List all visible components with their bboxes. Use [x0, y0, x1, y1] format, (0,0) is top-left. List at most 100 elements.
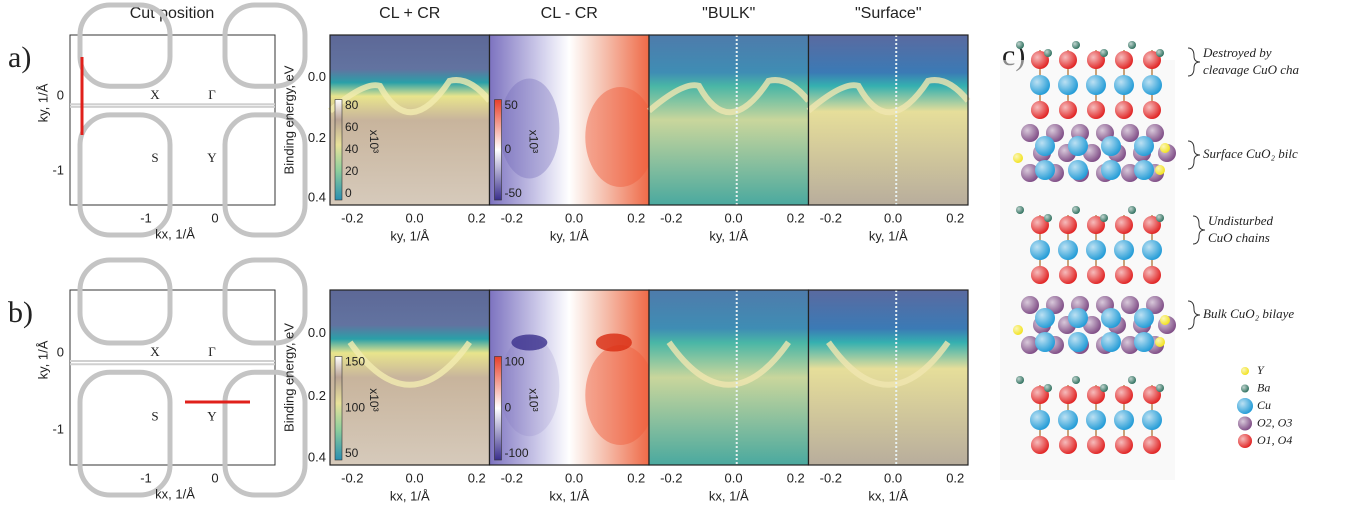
atom-shine [1044, 214, 1052, 222]
x-axis-label: kx, 1/Å [549, 488, 589, 503]
annotation: Surface CuO₂ bilc [1203, 146, 1298, 161]
x-axis-label: ky, 1/Å [709, 228, 748, 243]
atom-shine [1031, 436, 1049, 454]
atom-shine [1101, 136, 1121, 156]
atom-shine [1115, 101, 1133, 119]
legend-label: O2, O3 [1257, 415, 1292, 429]
atom-shine [1059, 101, 1077, 119]
atom-shine [1030, 410, 1050, 430]
atom-shine [1021, 336, 1039, 354]
atom-shine [1059, 51, 1077, 69]
y-tick-label: -1 [52, 162, 64, 177]
atom-shine [1101, 160, 1121, 180]
atom-shine [1241, 367, 1249, 375]
spectrum-image [808, 35, 968, 205]
atom-shine [1086, 410, 1106, 430]
x-axis-label: kx, 1/Å [155, 486, 195, 501]
atom-shine [1031, 101, 1049, 119]
x-tick-label: 0.0 [884, 470, 902, 485]
atom-shine [1021, 296, 1039, 314]
atom-shine [1121, 124, 1139, 142]
atom-shine [1044, 49, 1052, 57]
panel-label: b) [8, 296, 33, 329]
colorbar-tick-label: 0 [505, 400, 512, 414]
x-tick-label: 0.0 [405, 470, 423, 485]
atom-shine [1031, 216, 1049, 234]
colorbar-tick-label: 40 [345, 142, 359, 156]
legend-label: O1, O4 [1257, 433, 1292, 447]
annotation: CuO chains [1208, 230, 1270, 245]
x-tick-label: 0.0 [405, 210, 423, 225]
fermi-title: Cut position [130, 5, 215, 22]
y-tick-label: 0.0 [308, 325, 326, 340]
atom-shine [1058, 240, 1078, 260]
atom-shine [1072, 41, 1080, 49]
colorbar-tick-label: 100 [505, 355, 525, 369]
atom-shine [1068, 160, 1088, 180]
spectrum-image [489, 35, 649, 205]
atom-shine [1115, 436, 1133, 454]
atom-shine [1146, 124, 1164, 142]
x-tick-label: -0.2 [501, 470, 523, 485]
x-tick-label: 0.2 [627, 210, 645, 225]
y-axis-label: ky, 1/Å [35, 83, 50, 122]
colorbar [494, 356, 502, 461]
x-tick-label: -0.2 [820, 470, 842, 485]
y-tick-label: -1 [52, 421, 64, 436]
colorbar [334, 356, 343, 461]
x-tick-label: 0.0 [565, 210, 583, 225]
x-tick-label: 0.0 [884, 210, 902, 225]
atom-shine [1030, 75, 1050, 95]
atom-shine [1044, 384, 1052, 392]
x-axis-label: ky, 1/Å [550, 228, 589, 243]
atom-shine [1155, 337, 1165, 347]
symmetry-point: S [151, 150, 158, 165]
atom-shine [1013, 153, 1023, 163]
y-axis-label: Binding energy, eV [281, 323, 296, 432]
dispersion [666, 340, 791, 388]
atom-shine [1241, 384, 1249, 393]
x-axis-label: kx, 1/Å [709, 488, 749, 503]
x-tick-label: 0.0 [565, 470, 583, 485]
symmetry-point: Y [207, 150, 217, 165]
fermi-contour [222, 369, 308, 498]
atom-shine [1128, 376, 1136, 384]
atom-shine [1142, 410, 1162, 430]
atom-shine [1016, 41, 1024, 49]
x-tick-label: 0.2 [787, 470, 805, 485]
symmetry-point: Γ [208, 344, 216, 359]
brace [1187, 47, 1201, 77]
atom-shine [1121, 296, 1139, 314]
atom-shine [1134, 308, 1154, 328]
fermi-contour [222, 257, 308, 346]
atom-shine [1128, 206, 1136, 214]
colorbar-tick-label: 80 [345, 98, 359, 112]
fermi-contour [222, 2, 308, 89]
atom-shine [1101, 308, 1121, 328]
atom-shine [1059, 436, 1077, 454]
diff-lobe [585, 345, 656, 445]
atom-shine [1016, 206, 1024, 214]
colorbar-tick-label: 50 [345, 446, 359, 460]
fermi-contour [77, 112, 173, 238]
x-tick-label: 0.0 [724, 210, 742, 225]
brace [1187, 140, 1201, 170]
y-tick-label: 0.2 [308, 388, 326, 403]
atom-shine [1068, 308, 1088, 328]
atom-shine [1086, 240, 1106, 260]
spectrum-frame [807, 289, 969, 466]
x-axis-label: kx, 1/Å [868, 488, 908, 503]
colorbar-tick-label: 20 [345, 164, 359, 178]
atom-shine [1134, 136, 1154, 156]
atom-shine [1115, 386, 1133, 404]
spectrum-image [649, 290, 809, 465]
colorbar-label: x10³ [526, 388, 540, 411]
atom-shine [1156, 384, 1164, 392]
atom-shine [1013, 325, 1023, 335]
annotation: Undisturbed [1208, 213, 1274, 228]
x-tick-label: 0 [211, 210, 218, 225]
x-tick-label: 0 [211, 470, 218, 485]
colorbar-tick-label: 100 [345, 400, 365, 414]
colorbar [494, 99, 502, 201]
